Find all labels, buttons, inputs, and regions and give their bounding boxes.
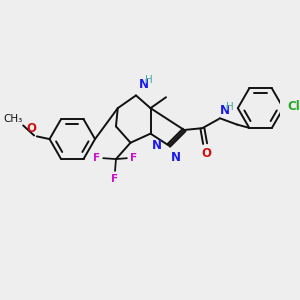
Text: H: H [145, 75, 153, 85]
Text: O: O [201, 147, 211, 160]
Text: N: N [220, 104, 230, 117]
Text: N: N [152, 139, 162, 152]
Text: H: H [226, 102, 234, 112]
Text: F: F [93, 153, 100, 163]
Text: O: O [26, 122, 36, 135]
Text: F: F [130, 153, 137, 163]
Text: CH₃: CH₃ [3, 114, 22, 124]
Text: Cl: Cl [288, 100, 300, 113]
Text: F: F [112, 174, 118, 184]
Text: N: N [170, 151, 181, 164]
Text: N: N [139, 78, 149, 91]
